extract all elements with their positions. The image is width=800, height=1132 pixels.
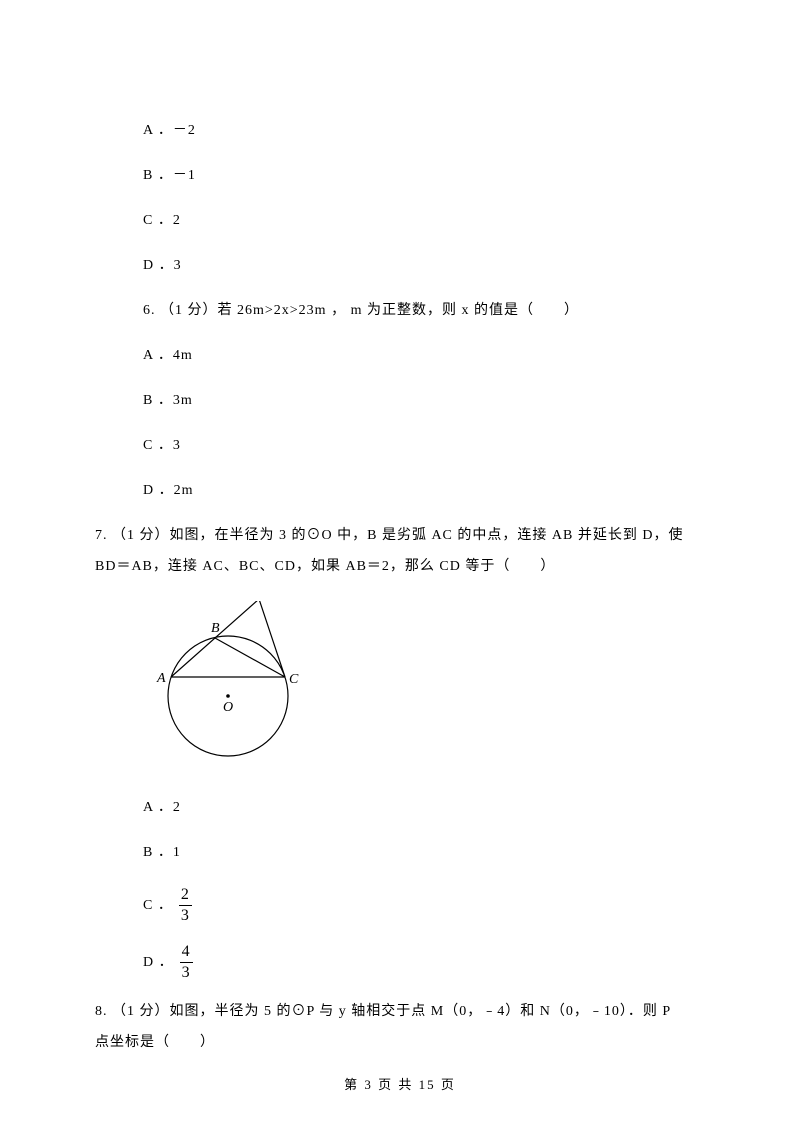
q6-option-c: C ．3 [95, 435, 705, 456]
fraction-icon: 4 3 [180, 944, 193, 981]
q7-option-d: D ． 4 3 [95, 944, 705, 981]
svg-text:B: B [211, 621, 220, 636]
svg-text:C: C [289, 672, 299, 687]
q8-stem-line2: 点坐标是（ ） [95, 1032, 705, 1053]
fraction-icon: 2 3 [179, 887, 192, 924]
q7-c-denominator: 3 [179, 905, 192, 924]
q7-stem-line1: 7. （1 分）如图，在半径为 3 的⊙O 中，B 是劣弧 AC 的中点，连接 … [95, 525, 705, 546]
svg-text:O: O [223, 700, 233, 715]
q6-stem: 6. （1 分）若 26m>2x>23m ， m 为正整数，则 x 的值是（ ） [95, 300, 705, 321]
q7-option-b: B ．1 [95, 842, 705, 863]
q5-option-d: D ．3 [95, 255, 705, 276]
q7-d-numerator: 4 [180, 944, 193, 962]
q7-d-denominator: 3 [180, 962, 193, 981]
q6-option-d: D ．2m [95, 480, 705, 501]
q7-diagram: ABCDO [143, 601, 705, 773]
q6-option-a: A ．4m [95, 345, 705, 366]
q7-c-numerator: 2 [179, 887, 192, 905]
q5-option-a: A ．－2 [95, 120, 705, 141]
q5-option-b: B ．－1 [95, 165, 705, 186]
q7-option-d-label: D ． [143, 952, 174, 973]
page-footer: 第 3 页 共 15 页 [0, 1075, 800, 1095]
q6-option-b: B ．3m [95, 390, 705, 411]
q7-stem-line2: BD＝AB，连接 AC、BC、CD，如果 AB＝2，那么 CD 等于（ ） [95, 556, 705, 577]
q7-option-c: C ． 2 3 [95, 887, 705, 924]
q5-option-c: C ．2 [95, 210, 705, 231]
q7-option-a: A ．2 [95, 797, 705, 818]
q8-stem-line1: 8. （1 分）如图，半径为 5 的⊙P 与 y 轴相交于点 M（0，﹣4）和 … [95, 1001, 705, 1022]
q7-option-c-label: C ． [143, 895, 173, 916]
svg-text:A: A [156, 671, 166, 686]
